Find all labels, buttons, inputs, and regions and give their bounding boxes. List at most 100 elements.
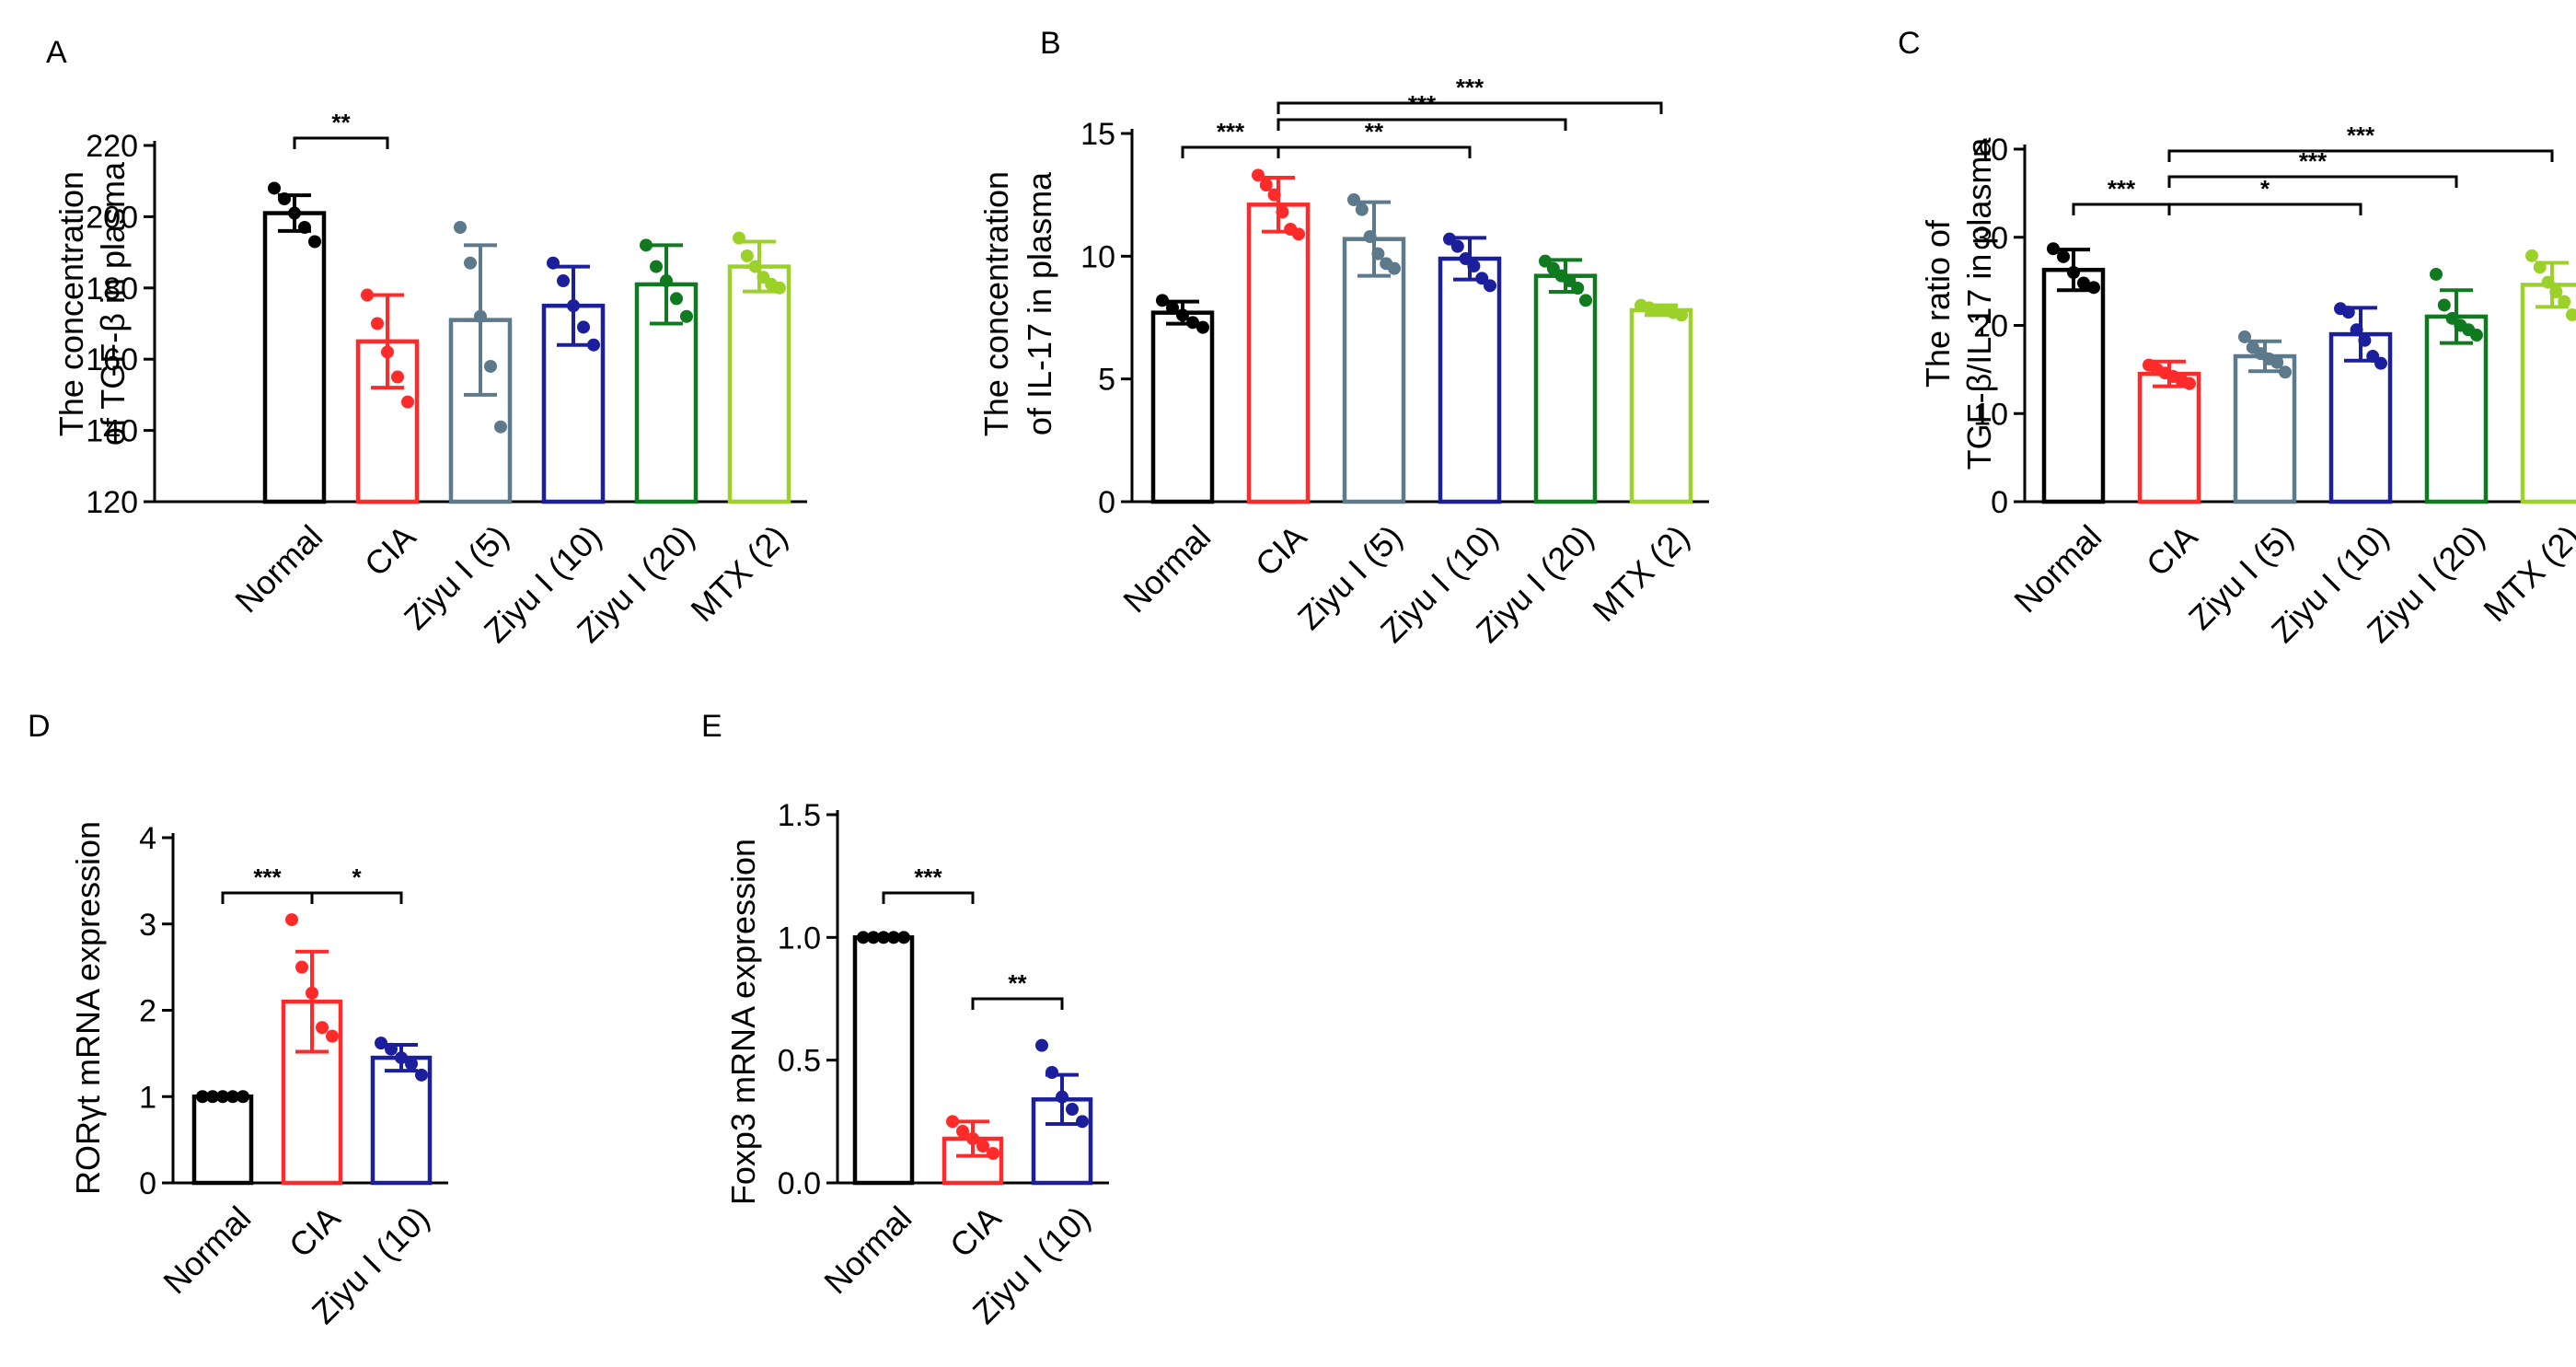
panel-b-point-normal — [1186, 316, 1199, 330]
panel-d-bar-normal — [191, 1095, 254, 1186]
panel-e-point-normal — [877, 931, 890, 944]
panel-a-point-normal — [268, 181, 281, 195]
panel-b-point-cia — [1292, 227, 1305, 241]
panel-a-y-tick-label: 200 — [86, 200, 138, 235]
panel-c-bar-normal — [2041, 267, 2106, 504]
panel-a-point-mtx-2 — [740, 249, 754, 262]
panel-a-y-tick-label: 220 — [86, 129, 138, 164]
panel-d-significance-label: *** — [253, 863, 282, 891]
panel-d-point-normal — [196, 1090, 209, 1104]
panel-a-point-cia — [391, 370, 404, 384]
panel-b-point-normal — [1166, 301, 1179, 315]
panel-e-significance-bracket — [882, 891, 975, 904]
panel-b-point-cia — [1252, 168, 1265, 182]
panel-c-significance-label: *** — [2347, 122, 2375, 149]
panel-c-category-label-normal: Normal — [2006, 517, 2108, 620]
y-axis-label-b-line1: The concentration — [977, 171, 1015, 436]
panel-a-bar-normal — [262, 211, 327, 504]
panel-e-y-tick-label: 1.5 — [778, 798, 821, 833]
panel-b-point-cia — [1259, 179, 1273, 191]
panel-c-point-mtx-2 — [2558, 295, 2571, 308]
panel-b-category-label-normal: Normal — [1115, 517, 1218, 620]
panel-a-point-ziyu-i-5 — [454, 221, 467, 235]
panel-a-point-ziyu-i-5 — [474, 309, 487, 323]
panel-e-point-cia — [956, 1125, 969, 1138]
panel-c-bar-cia — [2137, 371, 2201, 504]
panel-a-point-ziyu-i-20 — [680, 309, 693, 323]
panel-b-point-ziyu-i-20 — [1579, 294, 1592, 307]
panel-b-y-tick-label: 0 — [1098, 485, 1115, 520]
panel-a-y-tick-label: 120 — [86, 485, 138, 520]
panel-a-y-tick-label: 140 — [86, 414, 138, 449]
panel-e-point-ziyu-i-10 — [1076, 1115, 1089, 1129]
panel-e-point-normal — [867, 931, 880, 944]
panel-label-c: C — [1898, 26, 1921, 61]
panel-c-point-ziyu-i-10 — [2350, 323, 2363, 337]
panel-b-category-label-cia: CIA — [1248, 517, 1313, 583]
panel-d-point-normal — [206, 1090, 219, 1104]
panel-a-point-ziyu-i-5 — [494, 420, 507, 434]
panel-a-point-ziyu-i-5 — [484, 359, 497, 373]
panel-c-point-ziyu-i-5 — [2279, 365, 2292, 379]
panel-e-category-label-cia: CIA — [942, 1199, 1008, 1264]
panel-b-point-ziyu-i-10 — [1467, 260, 1481, 272]
panel-c-point-normal — [2047, 242, 2060, 256]
panel-d-category-label-normal: Normal — [156, 1199, 258, 1301]
panel-d-category-label-cia: CIA — [282, 1199, 347, 1264]
panel-c-significance-bracket — [2167, 203, 2362, 215]
panel-b-point-ziyu-i-5 — [1363, 230, 1377, 243]
panel-a-point-cia — [371, 317, 384, 330]
panel-b-significance-bracket — [1276, 118, 1567, 131]
panel-label-e: E — [701, 709, 722, 744]
panel-e-point-cia — [946, 1115, 959, 1129]
panel-d-point-ziyu-i-10 — [385, 1042, 398, 1056]
panel-b-y-tick-label: 15 — [1080, 117, 1115, 152]
panel-e-significance-label: *** — [914, 863, 942, 891]
panel-c-point-ziyu-i-20 — [2470, 329, 2483, 342]
panel-b-point-ziyu-i-10 — [1450, 239, 1464, 253]
panel-e: E Foxp3 mRNA expression 0.0 0.5 1.0 1.5 Norm… — [701, 709, 1109, 1331]
panel-d-point-cia — [316, 1021, 329, 1035]
panel-e-point-cia — [976, 1140, 989, 1153]
panel-a-point-ziyu-i-10 — [557, 274, 570, 288]
y-axis-label-a-line2: of TGF-β in plasma — [94, 161, 132, 446]
panel-label-d: D — [28, 709, 51, 744]
panel-a-bar-mtx-2 — [727, 264, 791, 504]
panel-c-point-ziyu-i-10 — [2374, 356, 2387, 370]
panel-d-point-normal — [237, 1090, 249, 1104]
panel-label-a: A — [46, 35, 67, 70]
panel-b-bar-ziyu-i-20 — [1533, 273, 1598, 504]
panel-b-point-normal — [1176, 308, 1189, 322]
panel-d-significance-bracket — [221, 891, 314, 904]
panel-b-significance-label: *** — [1456, 74, 1484, 101]
panel-a: A The concentration of TGF-β in plasma 1… — [46, 35, 807, 650]
panel-b-y-tick-label: 5 — [1098, 363, 1115, 398]
panel-a-point-ziyu-i-10 — [587, 338, 600, 352]
panel-a-category-label-cia: CIA — [357, 517, 422, 583]
panel-e-y-tick-label: 1.0 — [778, 921, 821, 956]
panel-d-point-ziyu-i-10 — [395, 1051, 408, 1065]
panel-a-point-normal — [298, 221, 311, 235]
panel-c-point-ziyu-i-5 — [2238, 330, 2251, 343]
panel-b-significance-bracket — [1181, 145, 1280, 158]
panel-b-point-ziyu-i-20 — [1571, 282, 1585, 295]
panel-b-bar-ziyu-i-5 — [1342, 237, 1406, 504]
panel-e-point-ziyu-i-10 — [1066, 1103, 1079, 1116]
panel-e-point-ziyu-i-10 — [1045, 1066, 1058, 1079]
panel-a-point-ziyu-i-10 — [547, 256, 560, 270]
panel-c-point-cia — [2183, 377, 2196, 390]
panel-a-category-label-normal: Normal — [227, 517, 329, 620]
panel-b-significance-label: ** — [1365, 118, 1384, 145]
panel-a-point-ziyu-i-5 — [464, 256, 477, 270]
panel-c: C The ratio of TGF-β/IL-17 in plasma 0 10… — [1898, 26, 2576, 650]
y-axis-label-c-line1: The ratio of — [1919, 219, 1957, 388]
panel-d-point-ziyu-i-10 — [375, 1037, 387, 1050]
panel-a-point-ziyu-i-20 — [660, 274, 673, 288]
panel-d-point-ziyu-i-10 — [415, 1068, 428, 1082]
panel-a-significance-label: ** — [331, 109, 351, 136]
panel-a-point-normal — [288, 206, 301, 220]
panel-a-point-cia — [381, 345, 394, 359]
